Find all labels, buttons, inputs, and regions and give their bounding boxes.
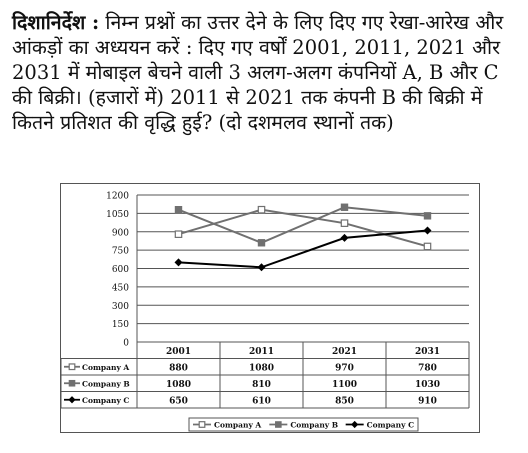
y-tick-label: 900 — [112, 228, 129, 238]
data-label: 1080 — [166, 380, 191, 390]
data-point — [257, 263, 266, 272]
data-point — [340, 233, 349, 242]
x-tick-label: 2001 — [166, 347, 191, 357]
legend-marker — [351, 420, 359, 429]
series-line — [178, 229, 428, 269]
table-legend-marker — [68, 379, 76, 387]
data-label: 610 — [252, 396, 271, 406]
table-legend-marker — [68, 396, 76, 404]
data-point — [423, 242, 432, 251]
y-tick-label: 150 — [112, 320, 129, 330]
table-series-label: Company C — [82, 396, 129, 405]
question-body: निम्न प्रश्नों का उत्तर देने के लिए दिए … — [12, 11, 504, 134]
y-tick-label: 750 — [112, 247, 129, 257]
data-point — [174, 258, 183, 267]
table-series-label: Company B — [82, 379, 130, 388]
legend-marker — [275, 421, 282, 428]
data-label: 780 — [418, 363, 437, 373]
legend-marker — [198, 421, 206, 428]
legend-label: Company B — [290, 421, 338, 430]
x-tick-label: 2011 — [249, 347, 274, 357]
data-label: 810 — [252, 380, 271, 390]
data-point — [174, 206, 183, 214]
data-label: 880 — [169, 363, 188, 373]
y-tick-label: 1200 — [106, 192, 129, 202]
data-point — [257, 205, 266, 214]
table-series-label: Company A — [82, 363, 129, 372]
data-label: 910 — [418, 396, 437, 406]
data-label: 1080 — [249, 363, 274, 373]
data-point — [340, 219, 349, 227]
x-tick-label: 2021 — [332, 347, 357, 357]
legend-box — [188, 417, 419, 432]
data-point — [174, 230, 183, 239]
x-tick-label: 2031 — [415, 347, 440, 357]
y-tick-label: 300 — [112, 302, 129, 312]
table-legend-marker — [68, 363, 76, 371]
question-heading: दिशानिर्देश : — [12, 11, 100, 34]
y-tick-label: 450 — [112, 283, 129, 293]
data-point — [257, 239, 266, 247]
legend-label: Company A — [214, 421, 261, 430]
data-label: 1100 — [332, 380, 357, 390]
chart-container: 0 150 300 450 600 750 900 1050 1200 2001 2011 2021 2… — [60, 183, 480, 433]
data-point — [340, 203, 349, 211]
y-tick-label: 0 — [123, 339, 129, 349]
series-line — [178, 208, 428, 248]
question-text: दिशानिर्देश : निम्न प्रश्नों का उत्तर दे… — [12, 10, 520, 135]
y-tick-label: 1050 — [106, 210, 129, 220]
line-chart: 0 150 300 450 600 750 900 1050 1200 2001 2011 2021 2… — [60, 192, 470, 432]
data-label: 970 — [335, 363, 354, 373]
series-line — [178, 206, 428, 244]
data-point — [423, 212, 432, 220]
data-label: 850 — [335, 396, 354, 406]
legend-label: Company C — [367, 421, 414, 430]
data-label: 650 — [169, 396, 188, 406]
data-point — [423, 226, 432, 235]
data-label: 1030 — [415, 380, 440, 390]
y-tick-label: 600 — [112, 265, 129, 275]
